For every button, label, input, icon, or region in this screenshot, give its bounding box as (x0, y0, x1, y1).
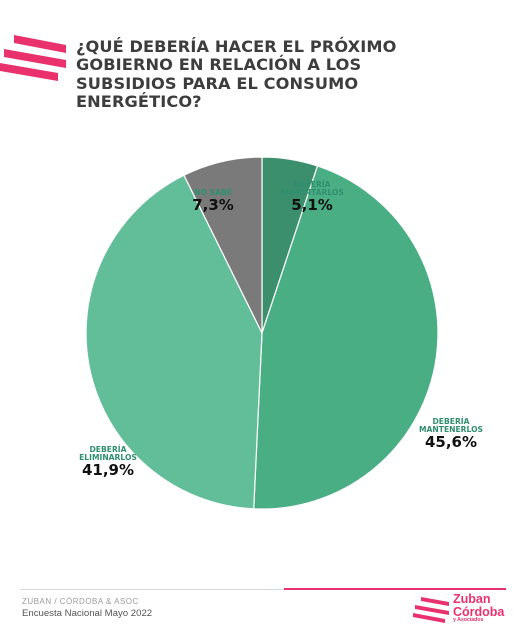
slice-category-label: NO SABE (194, 188, 232, 197)
slice-value-label: 41,9% (81, 461, 135, 480)
chart-title: ¿QUÉ DEBERÍA HACER EL PRÓXIMO GOBIERNO E… (76, 37, 397, 111)
pie-slice-eliminarlos (85, 174, 263, 510)
slice-value-label: 5,1% (291, 196, 333, 215)
slice-label-eliminarlos: DEBERÍA ELIMINARLOS 41,9% (58, 445, 158, 480)
slice-label-no-sabe: NO SABE 7,3% (178, 188, 248, 215)
slice-category-label: DEBERÍA MANTENERLOS (418, 417, 484, 435)
logo-line-2: Córdoba (453, 604, 505, 619)
slice-value-label: 7,3% (192, 196, 234, 215)
slice-category-label: DEBERÍA AUMENTARLOS (280, 180, 344, 198)
slice-label-mantenerlos: DEBERÍA MANTENERLOS 45,6% (396, 417, 506, 452)
pie-slice-mantenerlos (253, 165, 439, 510)
logo-subtitle: y Asociados (453, 617, 484, 623)
logo-wordmark: Zuban Córdoba (453, 593, 504, 618)
footer-survey: Encuesta Nacional Mayo 2022 (22, 608, 153, 619)
pie-slice-no-sabe (183, 156, 263, 334)
brand-stripes-icon (0, 35, 66, 81)
slice-label-aumentarlos: DEBERÍA AUMENTARLOS 5,1% (262, 180, 362, 215)
footer-accent-bar (284, 588, 506, 590)
footer-divider (20, 589, 506, 590)
footer-source: ZUBAN / CÓRDOBA & ASOC (22, 597, 139, 606)
slice-value-label: 45,6% (424, 433, 478, 452)
slice-category-label: DEBERÍA ELIMINARLOS (79, 445, 137, 463)
logo-stripes-icon (413, 597, 449, 623)
company-logo: Zuban Córdoba y Asociados (413, 592, 513, 628)
logo-line-1: Zuban (453, 592, 491, 606)
